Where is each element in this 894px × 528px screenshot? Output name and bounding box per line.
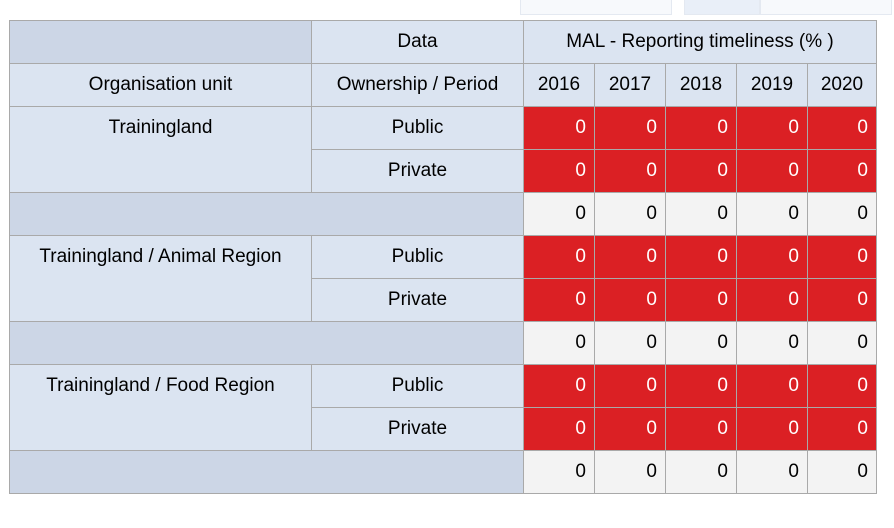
- year-header: 2016: [523, 63, 595, 107]
- value-cell[interactable]: 0: [736, 278, 808, 322]
- corner-cell: [9, 20, 312, 64]
- subtotal-cell[interactable]: 0: [665, 450, 737, 494]
- org-unit-cell: Trainingland / Animal Region: [9, 235, 312, 322]
- value-cell[interactable]: 0: [807, 106, 877, 150]
- ownership-cell: Private: [311, 407, 524, 451]
- tab-ghost: [520, 0, 672, 15]
- value-cell[interactable]: 0: [807, 278, 877, 322]
- subtotal-label-cell: [9, 321, 524, 365]
- value-cell[interactable]: 0: [594, 149, 666, 193]
- ownership-cell: Public: [311, 235, 524, 279]
- subtotal-cell[interactable]: 0: [665, 321, 737, 365]
- subtotal-row: 0 0 0 0 0: [9, 192, 877, 236]
- value-cell[interactable]: 0: [594, 278, 666, 322]
- value-cell[interactable]: 0: [807, 407, 877, 451]
- pivot-table: Data MAL - Reporting timeliness (% ) Org…: [9, 20, 877, 494]
- subtotal-cell[interactable]: 0: [594, 321, 666, 365]
- value-cell[interactable]: 0: [665, 407, 737, 451]
- subtotal-row: 0 0 0 0 0: [9, 450, 877, 494]
- value-cell[interactable]: 0: [807, 149, 877, 193]
- ownership-cell: Private: [311, 149, 524, 193]
- value-cell[interactable]: 0: [523, 235, 595, 279]
- table-row: Private 0 0 0 0 0: [10, 149, 877, 193]
- value-cell[interactable]: 0: [523, 106, 595, 150]
- value-cell[interactable]: 0: [523, 407, 595, 451]
- org-unit-cell: Trainingland / Food Region: [9, 364, 312, 451]
- value-cell[interactable]: 0: [523, 149, 595, 193]
- subtotal-cell[interactable]: 0: [736, 192, 808, 236]
- value-cell[interactable]: 0: [736, 106, 808, 150]
- org-unit-header: Organisation unit: [9, 63, 312, 107]
- subtotal-cell[interactable]: 0: [523, 192, 595, 236]
- value-cell[interactable]: 0: [807, 364, 877, 408]
- ownership-period-header: Ownership / Period: [311, 63, 524, 107]
- subtotal-cell[interactable]: 0: [736, 450, 808, 494]
- subtotal-cell[interactable]: 0: [807, 450, 877, 494]
- subtotal-cell[interactable]: 0: [807, 192, 877, 236]
- tab-ghost: [684, 0, 760, 15]
- table-row: Trainingland / Animal Region Public 0 0 …: [9, 235, 877, 322]
- year-header: 2018: [665, 63, 737, 107]
- value-cell[interactable]: 0: [594, 106, 666, 150]
- org-unit-cell: Trainingland: [9, 106, 312, 193]
- table-row: Trainingland / Food Region Public 0 0 0 …: [9, 364, 877, 451]
- top-tab-strip: [0, 0, 894, 20]
- value-cell[interactable]: 0: [736, 407, 808, 451]
- subtotal-cell[interactable]: 0: [594, 450, 666, 494]
- value-cell[interactable]: 0: [523, 364, 595, 408]
- subtotal-cell[interactable]: 0: [665, 192, 737, 236]
- value-cell[interactable]: 0: [665, 106, 737, 150]
- value-cell[interactable]: 0: [594, 235, 666, 279]
- value-cell[interactable]: 0: [523, 278, 595, 322]
- table-row: Trainingland Public 0 0 0 0 0: [9, 106, 877, 193]
- subtotal-cell[interactable]: 0: [523, 450, 595, 494]
- value-cell[interactable]: 0: [665, 149, 737, 193]
- indicator-header: MAL - Reporting timeliness (% ): [523, 20, 877, 64]
- subtotal-row: 0 0 0 0 0: [9, 321, 877, 365]
- value-cell[interactable]: 0: [665, 235, 737, 279]
- value-cell[interactable]: 0: [807, 235, 877, 279]
- ownership-cell: Public: [311, 106, 524, 150]
- subtotal-cell[interactable]: 0: [594, 192, 666, 236]
- tab-ghost: [760, 0, 892, 15]
- subtotal-cell[interactable]: 0: [807, 321, 877, 365]
- header-row-periods: Organisation unit Ownership / Period 201…: [9, 63, 877, 107]
- subtotal-cell[interactable]: 0: [736, 321, 808, 365]
- table-row: Private 0 0 0 0 0: [10, 407, 877, 451]
- value-cell[interactable]: 0: [736, 364, 808, 408]
- subtotal-cell[interactable]: 0: [523, 321, 595, 365]
- subtotal-label-cell: [9, 192, 524, 236]
- data-header: Data: [311, 20, 524, 64]
- value-cell[interactable]: 0: [665, 278, 737, 322]
- year-header: 2017: [594, 63, 666, 107]
- subtotal-label-cell: [9, 450, 524, 494]
- value-cell[interactable]: 0: [736, 149, 808, 193]
- year-header: 2020: [807, 63, 877, 107]
- value-cell[interactable]: 0: [665, 364, 737, 408]
- value-cell[interactable]: 0: [594, 407, 666, 451]
- ownership-cell: Private: [311, 278, 524, 322]
- header-row-data: Data MAL - Reporting timeliness (% ): [9, 20, 877, 64]
- value-cell[interactable]: 0: [594, 364, 666, 408]
- ownership-cell: Public: [311, 364, 524, 408]
- value-cell[interactable]: 0: [736, 235, 808, 279]
- year-header: 2019: [736, 63, 808, 107]
